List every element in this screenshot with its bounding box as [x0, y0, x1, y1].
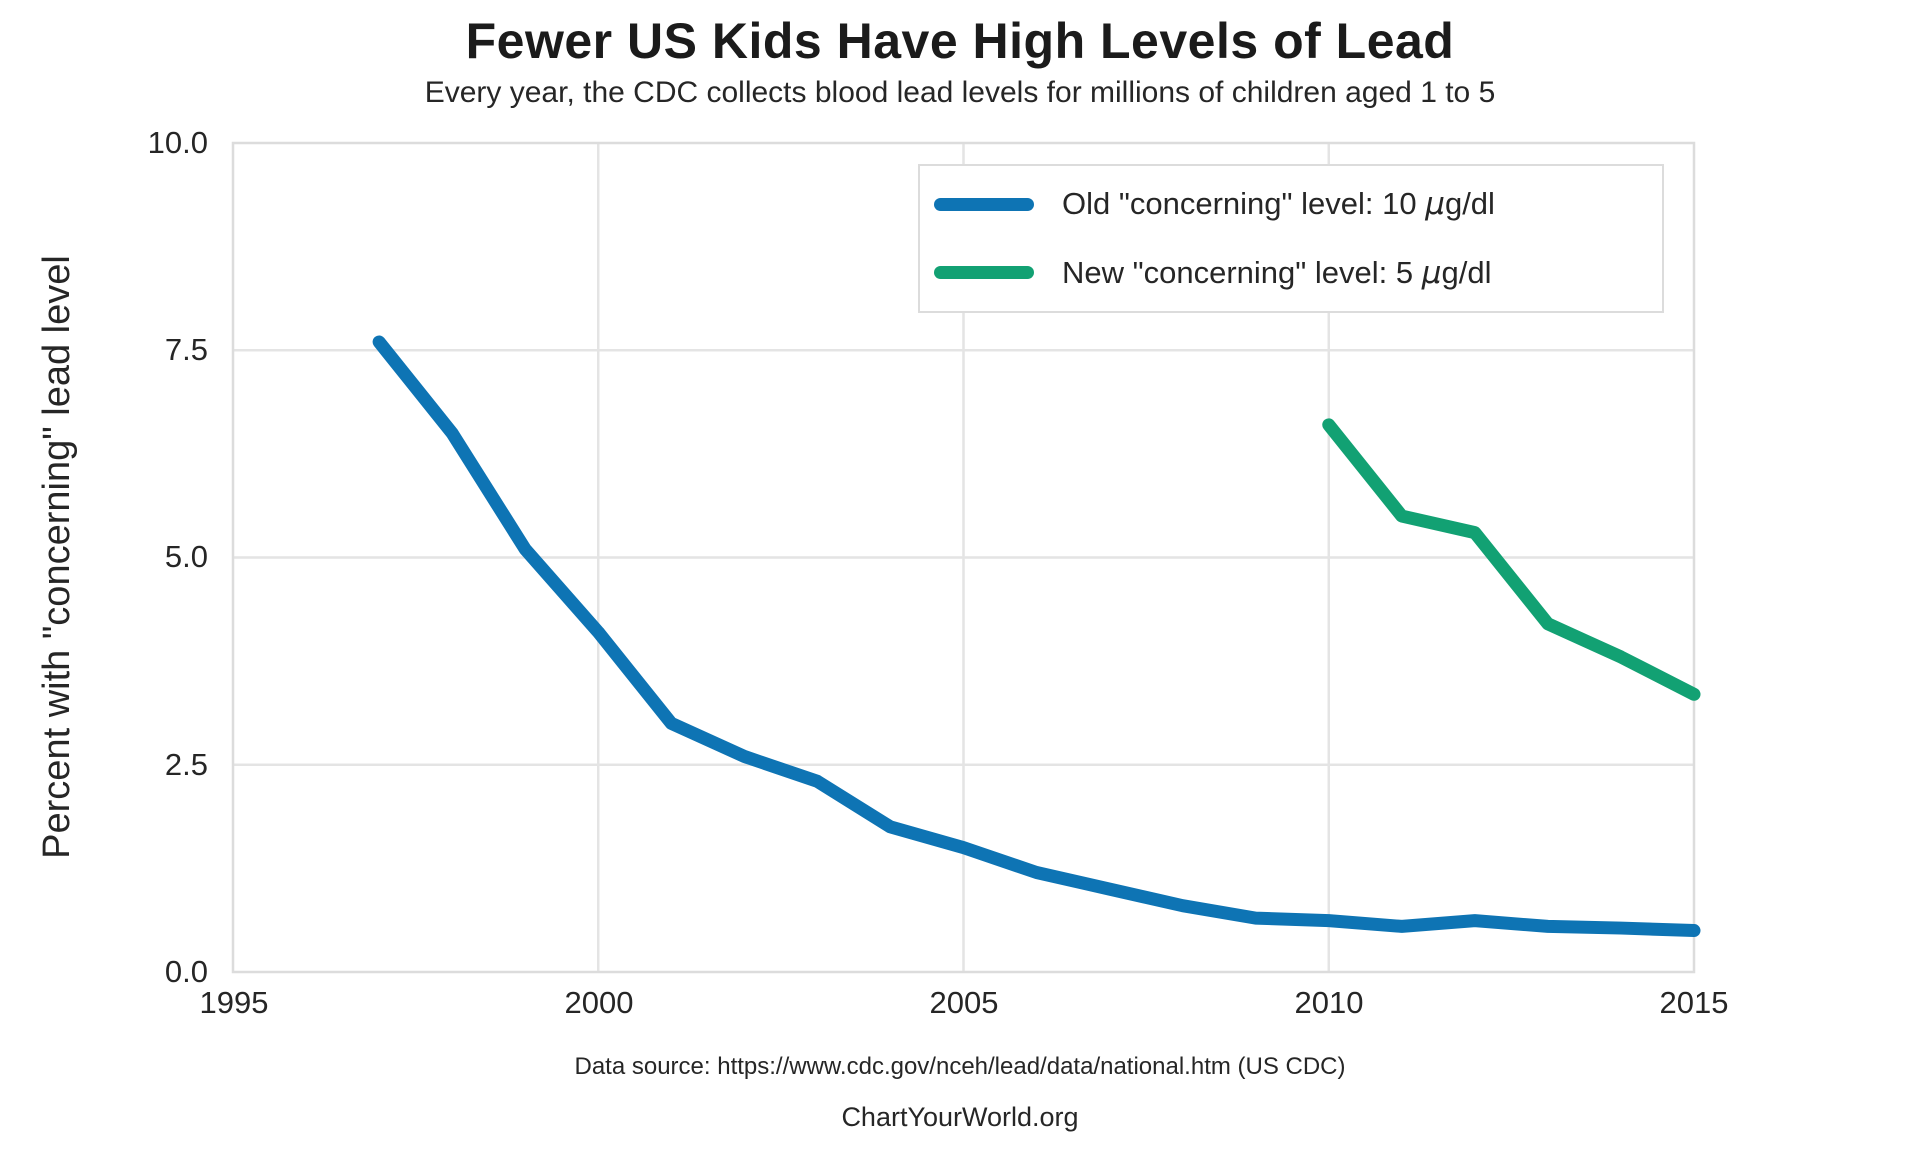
x-tick-2015: 2015: [1659, 985, 1729, 1020]
y-tick-7-5: 7.5: [164, 332, 208, 367]
data-source-note: Data source: https://www.cdc.gov/nceh/le…: [574, 1053, 1346, 1080]
legend-label-old-level: Old "concerning" level: 10 μg/dl: [1062, 186, 1495, 222]
legend-label-new-prefix: New "concerning" level: 5: [1062, 254, 1422, 290]
new-level-line-swatch: [934, 266, 1034, 280]
axes-frame: [231, 141, 1696, 974]
y-tick-5: 5.0: [164, 539, 208, 574]
y-tick-10: 10.0: [147, 125, 208, 160]
x-tick-2000: 2000: [564, 985, 634, 1020]
legend-row-old-level: Old "concerning" level: 10 μg/dl: [920, 174, 1662, 234]
new-concerning-level-line: [1322, 418, 1701, 701]
x-tick-2005: 2005: [929, 985, 999, 1020]
old-concerning-level-line: [372, 335, 1701, 938]
chart-subtitle: Every year, the CDC collects blood lead …: [424, 76, 1496, 109]
y-tick-0: 0.0: [164, 954, 208, 989]
y-tick-2-5: 2.5: [164, 747, 208, 782]
mu-symbol: μ: [1421, 254, 1442, 291]
legend-label-old-prefix: Old "concerning" level: 10: [1062, 186, 1426, 222]
legend-label-new-level: New "concerning" level: 5 μg/dl: [1062, 255, 1491, 291]
x-tick-2010: 2010: [1294, 985, 1364, 1020]
mu-symbol: μ: [1425, 186, 1445, 223]
branding-text: ChartYourWorld.org: [841, 1102, 1079, 1132]
legend-row-new-level: New "concerning" level: 5 μg/dl: [920, 243, 1662, 303]
old-level-line-swatch: [934, 197, 1034, 211]
legend-label-new-suffix: g/dl: [1441, 254, 1492, 290]
legend: Old "concerning" level: 10 μg/dl New "co…: [918, 164, 1664, 313]
x-tick-1995: 1995: [199, 985, 269, 1020]
legend-label-old-suffix: g/dl: [1444, 186, 1495, 222]
chart-title: Fewer US Kids Have High Levels of Lead: [465, 13, 1455, 69]
